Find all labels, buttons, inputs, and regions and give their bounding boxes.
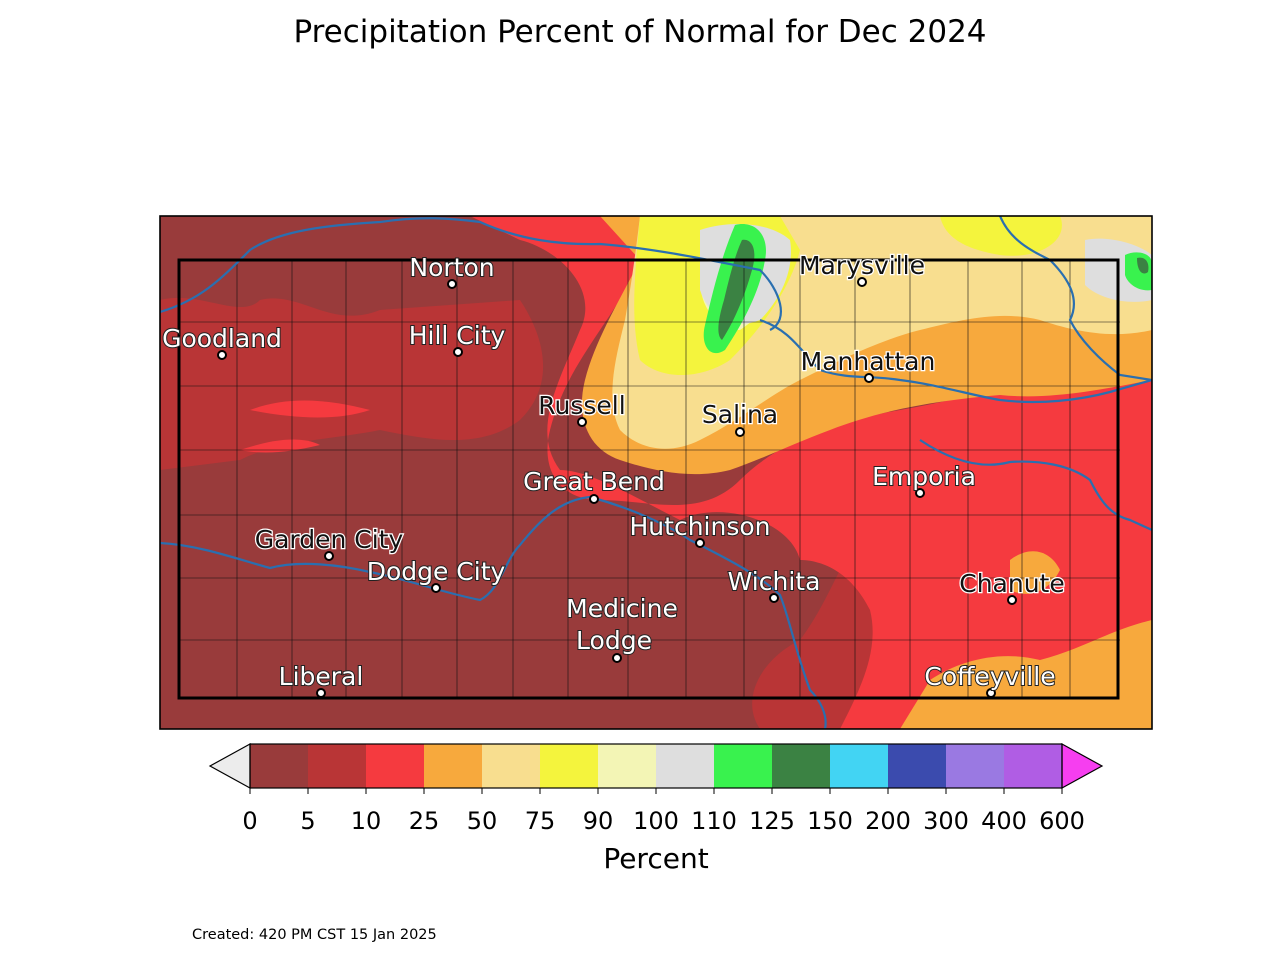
city-marker-liberal bbox=[316, 688, 326, 698]
city-marker-russell bbox=[577, 417, 587, 427]
city-label-garden-city: Garden City bbox=[255, 525, 404, 554]
cities-layer: Goodland Norton Hill City Russell Salina Mary… bbox=[161, 250, 1066, 698]
colorbar-tick-label: 150 bbox=[807, 807, 853, 835]
map-frame bbox=[159, 215, 1153, 730]
city-label-hutchinson: Hutchinson bbox=[630, 512, 771, 541]
city-label-dodge-city: Dodge City bbox=[367, 557, 506, 586]
region-10-25 bbox=[470, 216, 1152, 729]
kansas-border bbox=[177, 258, 1120, 700]
colorbar-ticks: 0 5 10 25 50 75 90 100 110 125 150 200 300 400 600 bbox=[242, 788, 1085, 835]
colorbar-tick-label: 50 bbox=[467, 807, 498, 835]
colorbar-segment bbox=[946, 744, 1005, 788]
city-marker-chanute bbox=[1007, 595, 1017, 605]
colorbar-segment bbox=[656, 744, 715, 788]
colorbar-segments bbox=[250, 744, 1063, 788]
region-10-25 bbox=[240, 439, 320, 453]
colorbar-tick-label: 10 bbox=[351, 807, 382, 835]
colorbar-segment bbox=[424, 744, 483, 788]
colorbar-segment bbox=[714, 744, 773, 788]
city-label-manhattan: Manhattan bbox=[801, 347, 936, 376]
city-label-great-bend: Great Bend bbox=[523, 467, 665, 496]
city-marker-emporia bbox=[915, 488, 925, 498]
city-marker-marysville bbox=[857, 277, 867, 287]
colorbar-segment bbox=[308, 744, 367, 788]
created-timestamp: Created: 420 PM CST 15 Jan 2025 bbox=[192, 927, 437, 943]
colorbar-tick-label: 110 bbox=[691, 807, 737, 835]
region-25-50 bbox=[900, 620, 1152, 729]
city-label-russell: Russell bbox=[538, 391, 625, 420]
colorbar-segment bbox=[830, 744, 889, 788]
region-5-10 bbox=[160, 297, 544, 470]
city-label-liberal: Liberal bbox=[279, 662, 364, 691]
city-label-salina: Salina bbox=[702, 400, 778, 429]
city-label-emporia: Emporia bbox=[872, 462, 976, 491]
city-label-coffeyville: Coffeyville bbox=[924, 662, 1055, 691]
colorbar-tick-label: 75 bbox=[525, 807, 556, 835]
city-marker-norton bbox=[447, 279, 457, 289]
city-marker-salina bbox=[735, 427, 745, 437]
city-label-goodland: Goodland bbox=[162, 324, 282, 353]
colorbar-segment bbox=[888, 744, 947, 788]
region-125-150 bbox=[718, 239, 755, 340]
colorbar-segment bbox=[366, 744, 425, 788]
city-marker-wichita bbox=[769, 593, 779, 603]
colorbar-segment bbox=[772, 744, 831, 788]
region-75-90 bbox=[940, 216, 1062, 256]
colorbar-over-triangle bbox=[1061, 742, 1104, 790]
rivers bbox=[160, 216, 1152, 729]
colorbar-label: Percent bbox=[603, 842, 709, 875]
city-label-wichita: Wichita bbox=[728, 567, 821, 596]
city-marker-garden-city bbox=[324, 551, 334, 561]
county-lines bbox=[180, 260, 1120, 698]
region-125-150 bbox=[1137, 257, 1149, 274]
colorbar-tick-label: 200 bbox=[865, 807, 911, 835]
colorbar-under-triangle bbox=[208, 742, 251, 790]
city-marker-dodge-city bbox=[431, 583, 441, 593]
city-label-marysville: Marysville bbox=[799, 251, 925, 280]
city-label-hill-city: Hill City bbox=[409, 321, 506, 350]
city-marker-great-bend bbox=[589, 494, 599, 504]
colorbar-segment bbox=[250, 744, 309, 788]
colorbar-segment bbox=[540, 744, 599, 788]
city-marker-hutchinson bbox=[695, 538, 705, 548]
colorbar-segment bbox=[1004, 744, 1063, 788]
colorbar-tick-label: 5 bbox=[300, 807, 315, 835]
colorbar-tick-label: 400 bbox=[981, 807, 1027, 835]
colorbar-tick-label: 0 bbox=[242, 807, 257, 835]
region-25-50 bbox=[1010, 551, 1060, 594]
map-title: Precipitation Percent of Normal for Dec … bbox=[293, 14, 987, 50]
colorbar-segment bbox=[482, 744, 541, 788]
city-marker-goodland bbox=[217, 350, 227, 360]
region-10-25 bbox=[250, 400, 370, 418]
city-label-lodge: Lodge bbox=[576, 626, 652, 655]
city-label-medicine: Medicine bbox=[566, 594, 678, 623]
colorbar-tick-label: 25 bbox=[409, 807, 440, 835]
colorbar-tick-label: 100 bbox=[633, 807, 679, 835]
colorbar-tick-label: 90 bbox=[583, 807, 614, 835]
city-label-chanute: Chanute bbox=[959, 569, 1065, 598]
city-marker-lodge bbox=[612, 653, 622, 663]
city-marker-manhattan bbox=[864, 373, 874, 383]
colorbar-segment bbox=[598, 744, 657, 788]
colorbar-tick-label: 125 bbox=[749, 807, 795, 835]
city-label-norton: Norton bbox=[409, 253, 494, 282]
colorbar-tick-label: 300 bbox=[923, 807, 969, 835]
city-marker-coffeyville bbox=[986, 688, 996, 698]
colorbar-tick-label: 600 bbox=[1039, 807, 1085, 835]
city-marker-hill-city bbox=[453, 347, 463, 357]
